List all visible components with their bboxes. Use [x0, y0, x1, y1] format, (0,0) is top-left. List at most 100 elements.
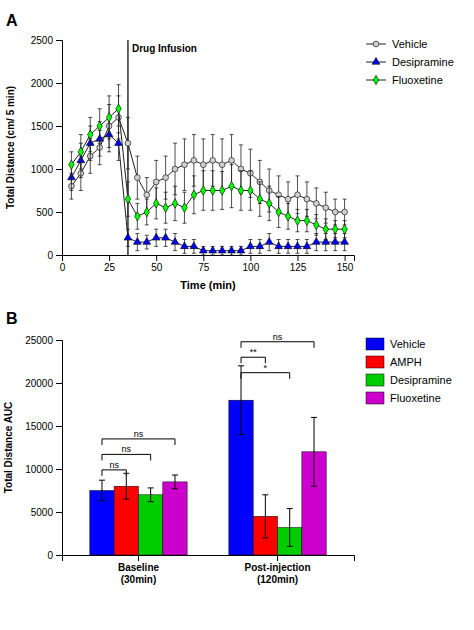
point — [106, 113, 111, 122]
y-axis-tick-label: 500 — [36, 207, 53, 218]
error-bar — [135, 203, 139, 229]
y-axis-tick: 10000 — [25, 464, 62, 475]
error-bar — [248, 171, 252, 211]
error-bar — [99, 480, 105, 501]
point — [275, 242, 283, 249]
legend-swatch — [366, 392, 384, 404]
point — [342, 224, 347, 233]
error-bar — [295, 176, 299, 214]
error-bar-part — [220, 209, 224, 210]
x-axis-tick: 50 — [151, 255, 163, 273]
y-axis-tick-mark — [56, 212, 62, 213]
point — [78, 147, 83, 156]
point — [276, 207, 281, 216]
error-bar — [172, 475, 178, 489]
point — [152, 233, 160, 240]
point — [265, 238, 273, 245]
point — [314, 220, 319, 229]
error-bar-part — [343, 199, 347, 200]
point — [133, 238, 141, 245]
error-bar-part — [182, 190, 186, 191]
error-bar — [107, 96, 111, 139]
error-bar — [182, 192, 186, 223]
error-bar — [314, 188, 318, 219]
bracket — [102, 470, 126, 476]
bar — [163, 482, 187, 555]
error-bar-part — [295, 175, 299, 176]
x-axis-title: Time (min) — [180, 279, 236, 291]
y-axis-tick-label: 5000 — [31, 507, 54, 518]
error-bar-part — [314, 417, 315, 486]
legend-item: Desipramine — [366, 56, 454, 68]
error-bar-part — [239, 255, 243, 256]
point — [285, 212, 290, 221]
error-bar-part — [173, 186, 177, 187]
error-bar-part — [305, 253, 309, 254]
error-bar-part — [164, 229, 168, 230]
x-axis-tick: 100 — [243, 255, 260, 273]
point — [199, 246, 207, 253]
y-axis-tick: 0 — [47, 250, 62, 261]
point — [294, 242, 302, 249]
error-bar-part — [265, 495, 266, 538]
error-bar-part — [314, 250, 318, 251]
error-bar-part — [79, 190, 83, 191]
point — [332, 224, 337, 233]
error-bar-part — [262, 494, 268, 495]
legend-item: Vehicle — [366, 338, 425, 350]
y-axis-tick-mark — [56, 555, 62, 556]
error-bar — [287, 509, 293, 547]
error-bar — [267, 186, 271, 220]
error-bar — [277, 197, 281, 228]
bracket-label: ns — [134, 429, 144, 439]
error-bar-part — [154, 218, 158, 219]
error-bar-part — [173, 250, 177, 251]
point — [229, 181, 234, 190]
error-bar — [88, 117, 92, 151]
error-bar-part — [220, 171, 224, 172]
y-axis-tick-label: 2500 — [31, 35, 54, 46]
x-axis-tick-mark — [203, 255, 204, 261]
legend-swatch — [366, 374, 384, 386]
error-bar-part — [238, 365, 244, 366]
error-bar-part — [305, 239, 309, 240]
point — [304, 196, 310, 202]
error-bar-part — [117, 84, 121, 85]
brackets: nsnsns***ns — [102, 332, 314, 476]
series — [69, 96, 348, 225]
error-bar-part — [201, 255, 205, 256]
error-bar-part — [258, 181, 262, 182]
point — [200, 162, 206, 168]
error-bar-part — [182, 223, 186, 224]
legend-marker — [373, 41, 379, 47]
point — [201, 186, 206, 195]
point — [303, 242, 311, 249]
bracket-label: ns — [109, 460, 119, 470]
error-bar-part — [145, 235, 149, 236]
error-bar-part — [135, 199, 139, 200]
point — [115, 139, 123, 146]
error-bar-part — [277, 175, 281, 176]
error-bar-part — [267, 233, 271, 234]
error-bar-part — [277, 239, 281, 240]
error-bar-part — [239, 170, 243, 171]
error-bar-part — [145, 224, 149, 225]
error-bar-part — [305, 209, 309, 210]
panel-a: 025507510012515005001000150020002500Drug… — [5, 12, 454, 291]
legend-item: Fluoxetine — [366, 74, 443, 86]
point — [248, 186, 253, 195]
error-bar-part — [145, 248, 149, 249]
error-bar-part — [267, 169, 271, 170]
error-bar-part — [126, 246, 130, 247]
annotation-text: Drug Infusion — [132, 43, 197, 54]
error-bar — [123, 473, 129, 499]
point — [153, 179, 159, 185]
panel-title: A — [6, 12, 18, 29]
error-bar — [173, 186, 177, 220]
error-bar-part — [101, 480, 102, 501]
point — [182, 162, 188, 168]
error-bar-part — [277, 227, 281, 228]
y-axis-tick-label: 20000 — [25, 378, 53, 389]
point — [304, 216, 309, 225]
point — [88, 130, 93, 139]
